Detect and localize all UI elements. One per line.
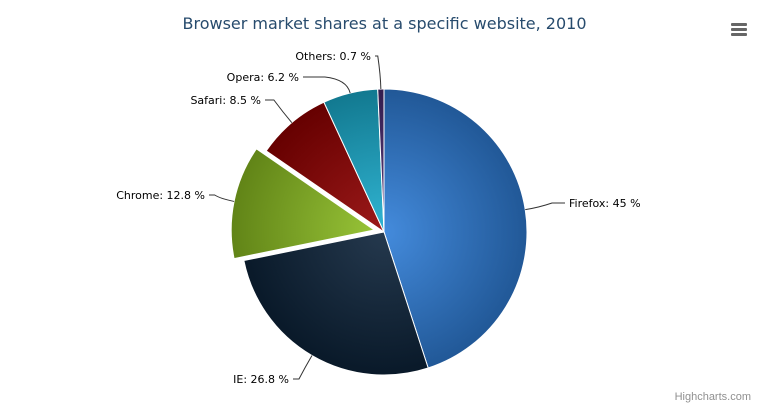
connector-firefox: [525, 202, 565, 211]
data-label-firefox: Firefox: 45 %: [569, 197, 641, 210]
data-label-safari: Safari: 8.5 %: [190, 94, 261, 107]
data-label-others: Others: 0.7 %: [295, 50, 371, 63]
pie-slice-ie[interactable]: [243, 231, 429, 376]
credits-link[interactable]: Highcharts.com: [674, 391, 751, 403]
connector-safari: [265, 99, 293, 124]
hamburger-menu-icon[interactable]: [731, 23, 747, 37]
data-label-chrome: Chrome: 12.8 %: [116, 189, 205, 202]
pie-slice-others[interactable]: [377, 88, 385, 233]
data-label-ie: IE: 26.8 %: [233, 373, 289, 386]
data-label-opera: Opera: 6.2 %: [227, 71, 299, 84]
connector-ie: [293, 355, 313, 380]
chart-title: Browser market shares at a specific webs…: [182, 14, 587, 33]
connector-others: [375, 55, 382, 90]
pie-slice-firefox[interactable]: [383, 88, 528, 369]
connector-opera: [303, 76, 351, 94]
connector-chrome: [209, 194, 235, 202]
